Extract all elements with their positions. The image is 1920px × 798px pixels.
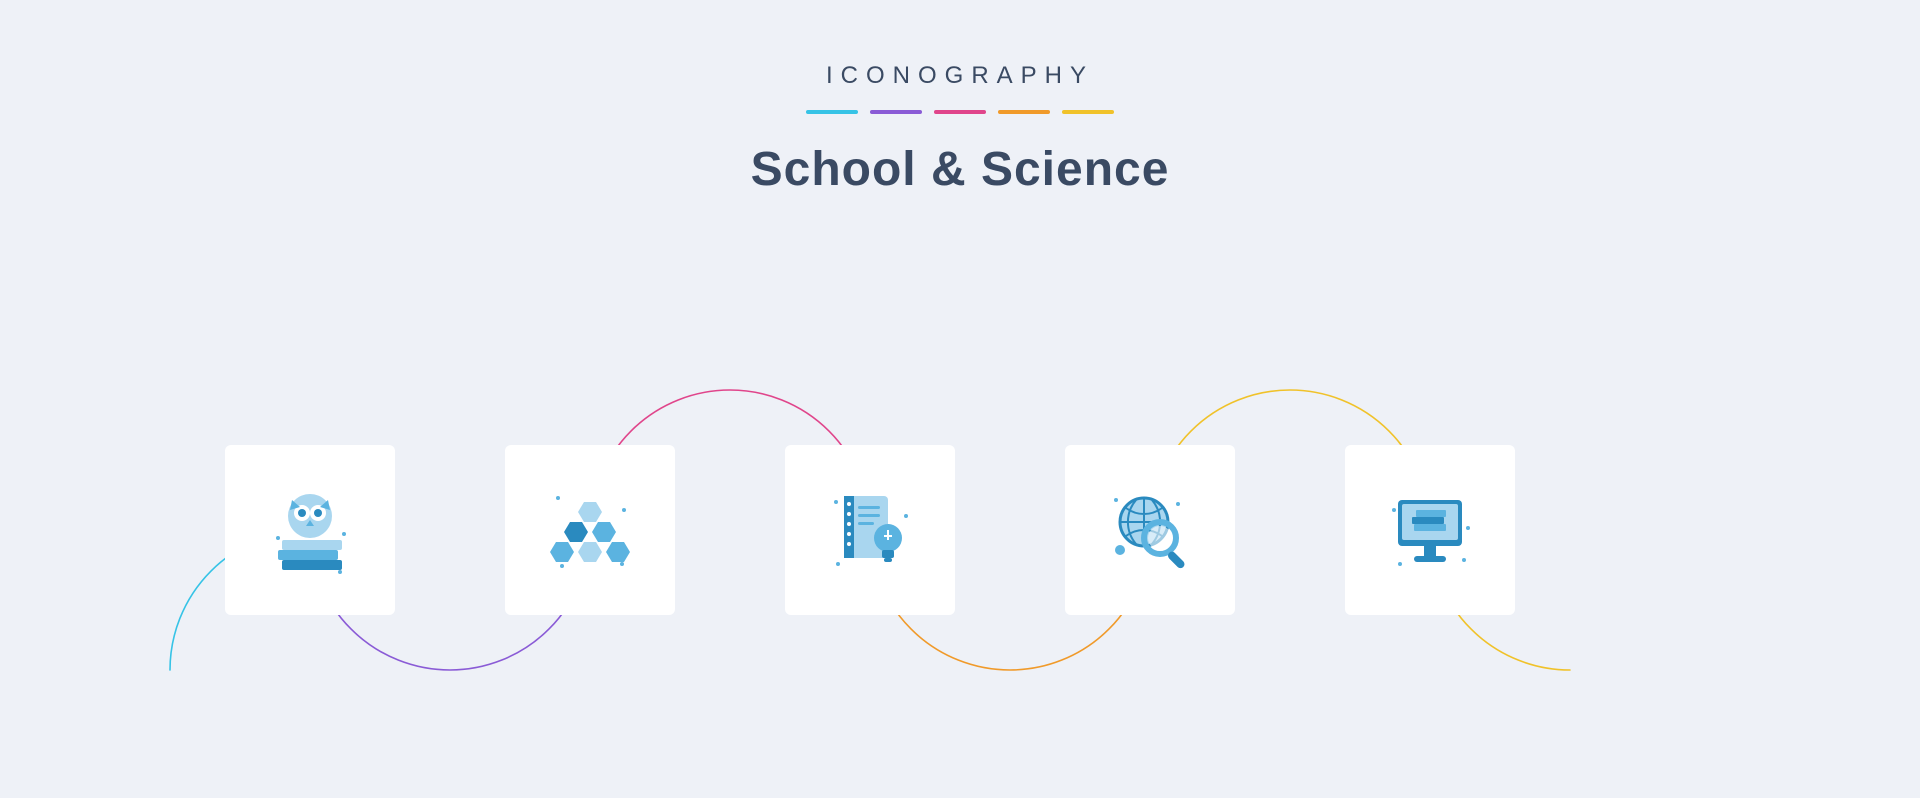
brand-label: ICONOGRAPHY <box>826 62 1094 90</box>
globe-search-icon <box>1100 480 1200 580</box>
owl-books-icon <box>260 480 360 580</box>
icon-tile <box>785 445 955 615</box>
wave-path <box>0 0 1920 798</box>
accent-row <box>806 110 1114 114</box>
icon-tile <box>1065 445 1235 615</box>
accent-bar-4 <box>1062 110 1114 114</box>
icon-tile <box>505 445 675 615</box>
molecule-icon <box>540 480 640 580</box>
accent-bar-0 <box>806 110 858 114</box>
accent-bar-2 <box>934 110 986 114</box>
stage: ICONOGRAPHY School & Science <box>0 0 1920 798</box>
page-title: School & Science <box>751 142 1170 197</box>
accent-bar-3 <box>998 110 1050 114</box>
notebook-idea-icon <box>820 480 920 580</box>
icon-tile <box>1345 445 1515 615</box>
online-library-icon <box>1380 480 1480 580</box>
icon-tile <box>225 445 395 615</box>
accent-bar-1 <box>870 110 922 114</box>
